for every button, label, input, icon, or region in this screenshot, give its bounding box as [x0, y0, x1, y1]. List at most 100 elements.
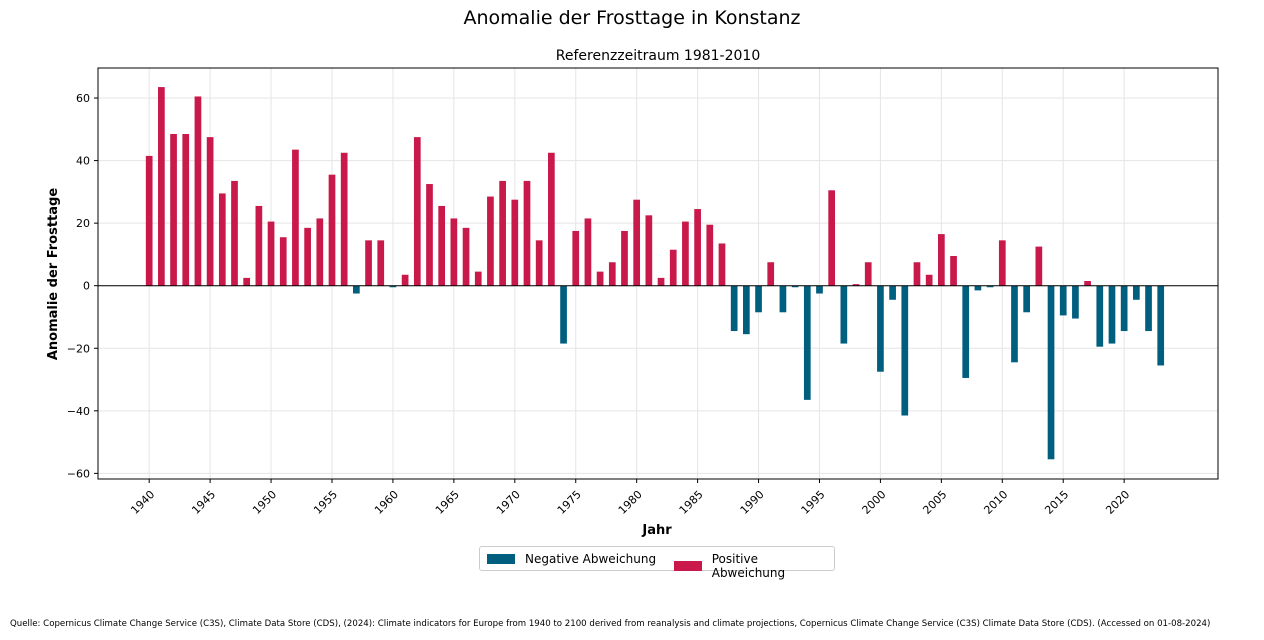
bar-negative	[560, 285, 567, 344]
bar-positive	[194, 96, 202, 286]
bar-positive	[950, 255, 957, 286]
bar-positive	[682, 221, 689, 286]
bar-positive	[292, 149, 299, 286]
bar-negative	[962, 285, 970, 378]
bar-positive	[499, 180, 506, 286]
bar-negative	[755, 285, 762, 313]
y-axis-title: Anomalie der Frosttage	[46, 188, 61, 361]
bar-positive	[170, 133, 177, 286]
bar-positive	[426, 184, 433, 286]
legend-swatch-positive	[674, 561, 702, 571]
bar-positive	[231, 180, 238, 286]
y-tick-label: −60	[67, 467, 90, 480]
bar-positive	[474, 271, 482, 286]
bar-positive	[767, 262, 775, 286]
bars	[145, 87, 1165, 460]
bar-positive	[864, 262, 872, 286]
y-tick-label: 20	[76, 217, 90, 230]
bar-positive	[535, 240, 543, 286]
bar-negative	[1145, 285, 1152, 332]
legend: Negative Abweichung Positive Abweichung	[479, 546, 835, 580]
bar-negative	[791, 285, 799, 288]
bar-positive	[487, 196, 494, 286]
bar-positive	[328, 174, 336, 286]
bar-positive	[608, 262, 616, 286]
x-tick-label: 1940	[128, 488, 157, 517]
bar-positive	[645, 215, 653, 286]
x-axis-ticks: 1940 1945 1950 1955 1960 1965 1970 1975 1980 1985…	[128, 479, 1132, 517]
x-tick-label: 1960	[372, 488, 401, 517]
bar-positive	[206, 137, 214, 286]
legend-item-positive: Positive Abweichung	[674, 552, 834, 580]
bar-positive	[925, 274, 933, 286]
bar-positive	[852, 284, 860, 286]
y-tick-label: −40	[67, 405, 90, 418]
bar-negative	[730, 285, 738, 332]
bar-positive	[511, 199, 519, 286]
bar-positive	[218, 193, 226, 286]
x-tick-label: 1985	[677, 488, 706, 517]
y-tick-label: 40	[76, 155, 90, 168]
bar-positive	[377, 240, 385, 286]
bar-positive	[548, 152, 555, 286]
x-tick-label: 2000	[860, 488, 889, 517]
bar-negative	[803, 285, 811, 400]
bar-positive	[365, 240, 372, 286]
bar-negative	[1120, 285, 1128, 332]
bar-positive	[828, 190, 836, 286]
bar-negative	[889, 285, 896, 300]
bar-positive	[718, 243, 726, 286]
bar-positive	[279, 237, 287, 286]
chart-subtitle: Referenzzeitraum 1981-2010	[556, 48, 760, 64]
bar-negative	[974, 285, 982, 291]
bar-positive	[401, 274, 409, 286]
x-axis-title: Jahr	[641, 523, 672, 538]
bar-negative	[877, 285, 884, 372]
bar-positive	[158, 87, 165, 286]
bar-positive	[413, 137, 421, 286]
x-tick-label: 1950	[250, 488, 279, 517]
bar-positive	[998, 240, 1006, 286]
bar-negative	[816, 285, 823, 294]
bar-negative	[779, 285, 787, 313]
legend-label-positive: Positive Abweichung	[711, 552, 786, 580]
bar-positive	[523, 180, 531, 286]
bar-negative	[1157, 285, 1165, 366]
bar-positive	[621, 230, 628, 286]
bar-positive	[1035, 246, 1043, 286]
bar-positive	[938, 234, 945, 286]
legend-label-negative: Negative Abweichung	[525, 552, 657, 566]
bar-positive	[304, 227, 311, 286]
x-tick-label: 1955	[311, 488, 340, 517]
bar-negative	[353, 285, 360, 294]
bar-positive	[182, 133, 190, 286]
bar-positive	[669, 249, 677, 286]
bar-positive	[633, 199, 641, 286]
bar-positive	[316, 218, 324, 286]
x-tick-label: 2020	[1103, 488, 1132, 517]
x-tick-label: 2005	[920, 488, 949, 517]
x-tick-label: 2015	[1042, 488, 1071, 517]
source-note: Quelle: Copernicus Climate Change Servic…	[10, 619, 1211, 629]
plot-frame	[97, 67, 1219, 480]
bar-negative	[840, 285, 848, 344]
bar-negative	[986, 285, 994, 288]
bar-negative	[1059, 285, 1067, 316]
x-tick-label: 1990	[738, 488, 767, 517]
bar-positive	[340, 152, 348, 286]
x-tick-label: 1995	[799, 488, 828, 517]
legend-swatch-negative	[487, 554, 515, 564]
bar-positive	[572, 230, 580, 286]
bar-negative	[743, 285, 750, 335]
bar-positive	[438, 205, 446, 286]
y-tick-label: 0	[83, 280, 90, 293]
bar-positive	[255, 205, 263, 286]
bar-positive	[913, 262, 921, 286]
legend-item-negative: Negative Abweichung	[487, 552, 656, 566]
y-tick-label: −20	[67, 342, 90, 355]
bar-negative	[901, 285, 909, 416]
chart-title: Anomalie der Frosttage in Konstanz	[463, 7, 801, 29]
bar-negative	[1096, 285, 1104, 347]
bar-positive	[267, 221, 275, 286]
